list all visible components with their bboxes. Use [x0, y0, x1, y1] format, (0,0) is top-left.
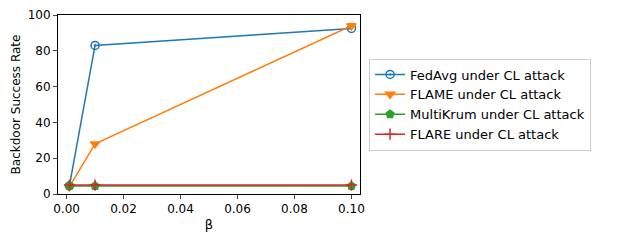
- svg-text:0.00: 0.00: [53, 202, 80, 216]
- svg-text:0.04: 0.04: [167, 202, 194, 216]
- svg-text:100: 100: [28, 8, 51, 22]
- svg-text:0.08: 0.08: [281, 202, 308, 216]
- svg-text:0.06: 0.06: [224, 202, 251, 216]
- svg-text:40: 40: [35, 116, 50, 130]
- svg-text:80: 80: [35, 44, 50, 58]
- svg-text:0: 0: [43, 187, 51, 201]
- svg-text:FedAvg under CL attack: FedAvg under CL attack: [410, 68, 565, 83]
- svg-text:Backdoor Success Rate: Backdoor Success Rate: [9, 35, 23, 175]
- svg-text:0.02: 0.02: [110, 202, 137, 216]
- svg-text:60: 60: [35, 80, 50, 94]
- svg-text:β: β: [205, 217, 213, 232]
- svg-text:MultiKrum under CL attack: MultiKrum under CL attack: [410, 107, 585, 122]
- svg-text:20: 20: [35, 151, 50, 165]
- svg-text:0.10: 0.10: [338, 202, 365, 216]
- svg-text:FLAME under CL attack: FLAME under CL attack: [410, 87, 561, 102]
- svg-text:FLARE under CL attack: FLARE under CL attack: [410, 127, 559, 142]
